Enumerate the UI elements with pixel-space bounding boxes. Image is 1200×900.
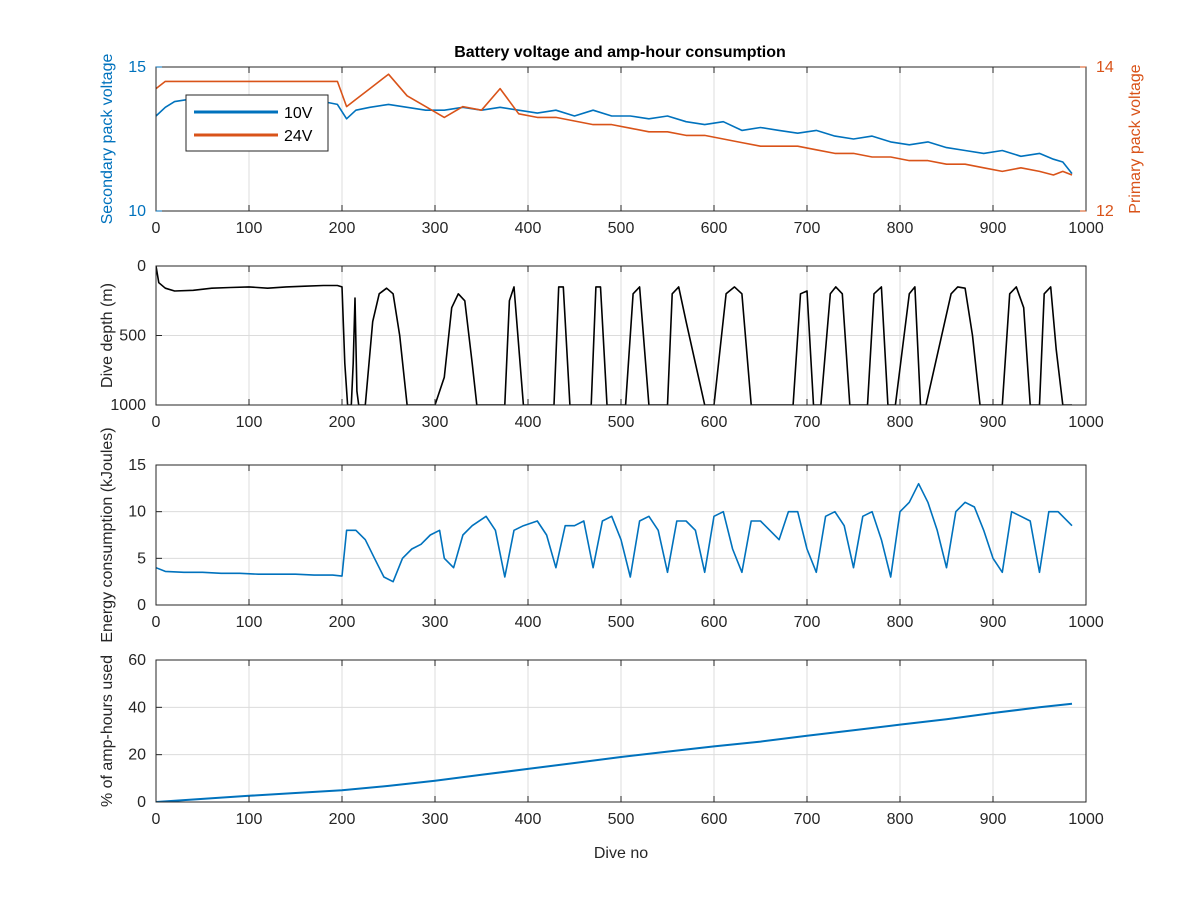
x-axis-label: Dive no [594, 845, 648, 862]
x-tick-label: 200 [329, 220, 356, 237]
x-tick-label: 800 [887, 220, 914, 237]
chart-panel-2: 0 100 200 300 400 500 600 700 800 900 1000 0 500 1000… [99, 258, 1104, 431]
x-tick-label: 600 [701, 220, 728, 237]
x-tick-label: 300 [422, 614, 449, 631]
chart-panel-1: 0 100 200 300 400 500 600 700 800 900 1000 10 15 12 14… [99, 54, 1144, 237]
y-tick-label: 15 [128, 457, 146, 474]
x-tick-label: 0 [152, 811, 161, 828]
legend-label: 24V [284, 128, 313, 145]
y-axis-label: % of amp-hours used [99, 655, 116, 807]
x-tick-label: 400 [515, 614, 542, 631]
legend-label: 10V [284, 105, 313, 122]
x-tick-label: 700 [794, 414, 821, 431]
y-tick-label: 5 [137, 550, 146, 567]
x-tick-label: 400 [515, 811, 542, 828]
series-line-panel-3 [156, 482, 1073, 583]
x-tick-label: 100 [236, 414, 263, 431]
x-tick-label: 900 [980, 414, 1007, 431]
series-line-panel-4 [156, 702, 1073, 802]
y-tick-label: 10 [128, 203, 146, 220]
chart-panel-4: 0 100 200 300 400 500 600 700 800 900 1000 0 20 40 60%… [99, 652, 1104, 862]
y-tick-label: 60 [128, 652, 146, 669]
y-axis-label: Dive depth (m) [99, 283, 116, 388]
x-tick-label: 500 [608, 614, 635, 631]
y-axis-label: Energy consumption (kJoules) [99, 427, 116, 642]
y-tick-label: 0 [137, 258, 146, 275]
y-tick-label: 0 [137, 597, 146, 614]
x-tick-label: 500 [608, 414, 635, 431]
x-tick-label: 600 [701, 414, 728, 431]
x-tick-label: 500 [608, 811, 635, 828]
y-tick-label: 10 [128, 504, 146, 521]
y-tick-label: 20 [128, 747, 146, 764]
x-tick-label: 1000 [1068, 811, 1104, 828]
chart-panel-3: 0 100 200 300 400 500 600 700 800 900 1000 0 5 10 15 En… [99, 427, 1104, 642]
y-tick-label: 1000 [110, 397, 146, 414]
y-right-tick-label: 14 [1096, 59, 1114, 76]
y-tick-label: 40 [128, 699, 146, 716]
y-right-tick-label: 12 [1096, 203, 1114, 220]
x-tick-label: 800 [887, 614, 914, 631]
chart-panels: 0 100 200 300 400 500 600 700 800 900 100010151214… [99, 54, 1144, 862]
x-tick-label: 0 [152, 220, 161, 237]
y-right-axis-label: Primary pack voltage [1127, 64, 1144, 213]
x-tick-label: 900 [980, 614, 1007, 631]
x-tick-label: 100 [236, 614, 263, 631]
figure-title: Battery voltage and amp-hour consumption [454, 44, 786, 61]
x-tick-label: 0 [152, 414, 161, 431]
x-tick-label: 200 [329, 811, 356, 828]
y-tick-label: 500 [119, 328, 146, 345]
x-tick-label: 0 [152, 614, 161, 631]
x-tick-label: 1000 [1068, 614, 1104, 631]
x-tick-label: 700 [794, 614, 821, 631]
x-tick-label: 200 [329, 614, 356, 631]
x-tick-label: 600 [701, 614, 728, 631]
x-tick-label: 700 [794, 811, 821, 828]
x-tick-label: 400 [515, 220, 542, 237]
x-tick-label: 1000 [1068, 220, 1104, 237]
x-tick-label: 500 [608, 220, 635, 237]
x-tick-label: 700 [794, 220, 821, 237]
y-tick-label: 0 [137, 794, 146, 811]
x-tick-label: 300 [422, 414, 449, 431]
x-tick-label: 600 [701, 811, 728, 828]
x-tick-label: 300 [422, 220, 449, 237]
x-tick-label: 100 [236, 220, 263, 237]
series-line-panel-2 [156, 266, 1072, 405]
legend-box [185, 94, 329, 152]
y-tick-label: 15 [128, 59, 146, 76]
x-tick-label: 900 [980, 220, 1007, 237]
x-tick-label: 300 [422, 811, 449, 828]
x-tick-label: 900 [980, 811, 1007, 828]
x-tick-label: 400 [515, 414, 542, 431]
x-tick-label: 100 [236, 811, 263, 828]
x-tick-label: 800 [887, 811, 914, 828]
x-tick-label: 200 [329, 414, 356, 431]
x-tick-label: 1000 [1068, 414, 1104, 431]
y-axis-label: Secondary pack voltage [99, 54, 116, 225]
x-tick-label: 800 [887, 414, 914, 431]
series-line-24v [156, 73, 1073, 176]
